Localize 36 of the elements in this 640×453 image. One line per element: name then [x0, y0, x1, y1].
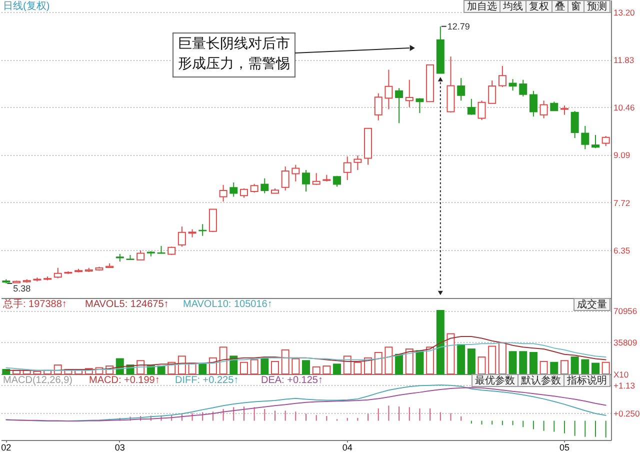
annotation: 最优参数 — [475, 374, 515, 386]
annotation: 窗 — [571, 0, 581, 12]
y-tick-label: 7.72 — [614, 198, 630, 208]
annotation: MAVOL10: 105016↑ — [183, 299, 272, 310]
annotation: DIFF: +0.225↑ — [175, 375, 239, 386]
annotation: 巨量长阴线对后市形成压力，需警惕 — [178, 35, 290, 71]
annotation: MACD: +0.199↑ — [89, 375, 160, 386]
y-tick-label: 70956 — [614, 306, 638, 316]
annotation: 复权 — [529, 0, 549, 12]
annotation: 加自选 — [467, 0, 497, 12]
annotation: 均线 — [502, 0, 523, 12]
y-tick-label: 6.35 — [614, 245, 630, 256]
chart-title: 日线(复权) — [3, 0, 50, 12]
y-tick-label: 11.83 — [614, 55, 634, 66]
annotation: 指标说明 — [566, 374, 607, 386]
x-tick-label: 02 — [1, 442, 12, 452]
y-tick-label: +1.13 — [614, 380, 636, 391]
y-tick-label: 9.09 — [614, 150, 630, 160]
annotation: 总手: 197388↑ — [2, 298, 67, 310]
y-tick-label: X10 — [614, 370, 629, 380]
x-tick-label: 03 — [114, 442, 125, 452]
x-tick-label: 04 — [342, 442, 352, 452]
y-tick-label: 10.46 — [614, 102, 636, 113]
annotation: 叠 — [555, 2, 565, 12]
annotation: DEA: +0.125↑ — [261, 375, 323, 386]
y-tick-label: 13.20 — [614, 8, 636, 18]
y-tick-label: +0.250 — [614, 408, 640, 418]
x-tick-label: 05 — [559, 442, 570, 452]
annotation: MAVOL5: 124675↑ — [85, 299, 169, 310]
annotation: 默认参数 — [520, 374, 561, 386]
annotation: 预测 — [587, 0, 607, 12]
annotation: 5.38 — [13, 283, 31, 294]
annotation: 成交量 — [577, 298, 607, 310]
y-tick-label: 35809 — [614, 337, 638, 348]
annotation: 12.79 — [447, 21, 470, 32]
annotation: MACD(12,26,9) — [3, 375, 72, 386]
